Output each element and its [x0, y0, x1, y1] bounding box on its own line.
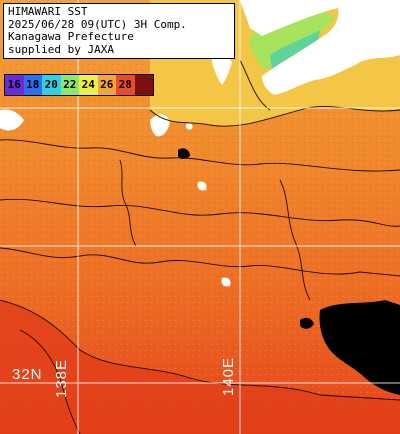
scale-segment-28: 28 — [116, 75, 135, 95]
longitude-label-140e: 140E — [220, 356, 237, 396]
land-mainland — [240, 0, 400, 95]
contour-lines — [0, 59, 400, 434]
scale-segment-22: 22 — [60, 75, 79, 95]
map-credit: supplied by JAXA — [8, 42, 114, 56]
latitude-label: 32N — [12, 366, 43, 383]
cloud-mask-top — [178, 148, 190, 159]
land-southwest — [0, 109, 24, 131]
island-small-2 — [221, 277, 231, 287]
land-izu — [150, 114, 170, 137]
scale-segment-16: 16 — [5, 75, 24, 95]
scale-segment-18: 18 — [23, 75, 42, 95]
scale-segment-max — [134, 75, 153, 95]
map-info-box: HIMAWARI SST 2025/06/28 09(UTC) 3H Comp.… — [3, 3, 235, 59]
island-small-3 — [185, 123, 193, 130]
cloud-mask — [319, 300, 400, 395]
color-scale-legend: 16 18 20 22 24 26 28 — [4, 74, 154, 96]
island-small — [197, 181, 207, 191]
longitude-label-138e: 138E — [53, 358, 70, 398]
warm-water-region — [0, 300, 400, 434]
scale-segment-24: 24 — [79, 75, 98, 95]
scale-segment-26: 26 — [97, 75, 116, 95]
cold-water-inlet — [270, 30, 320, 70]
scale-segment-20: 20 — [42, 75, 61, 95]
map-title: HIMAWARI SST — [8, 5, 88, 18]
map-datetime: 2025/06/28 09(UTC) 3H Comp. — [8, 17, 187, 31]
map-region: Kanagawa Prefecture — [8, 30, 134, 43]
land-peninsula — [212, 53, 232, 85]
cloud-mask-small — [300, 317, 314, 329]
